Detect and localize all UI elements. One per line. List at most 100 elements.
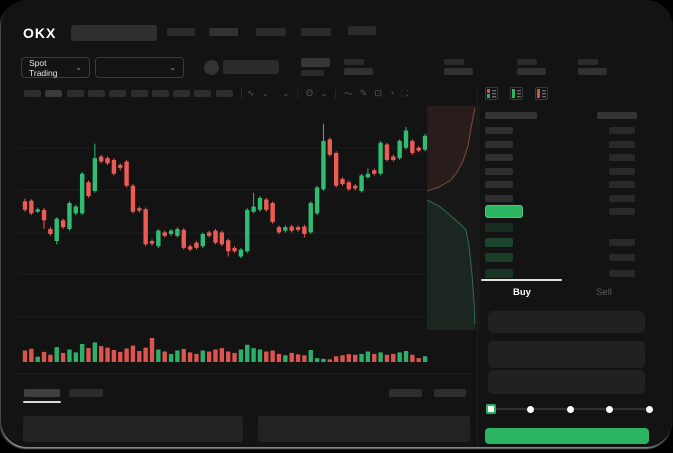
orderbook-price-column-header bbox=[485, 112, 537, 119]
bottom-tab-active-placeholder[interactable] bbox=[24, 389, 60, 397]
ask-amount-placeholder bbox=[609, 194, 635, 202]
orderbook-ask-row[interactable] bbox=[481, 178, 661, 192]
interval-button-placeholder[interactable] bbox=[109, 90, 126, 97]
search-input[interactable] bbox=[71, 25, 157, 41]
book-both-icon[interactable] bbox=[485, 87, 498, 100]
orderbook-last-price-bar bbox=[485, 205, 523, 218]
ask-price-placeholder bbox=[485, 181, 513, 188]
book-asks-icon[interactable] bbox=[535, 87, 548, 100]
orderbook-amount-column-header bbox=[597, 112, 637, 119]
price-change-placeholder bbox=[301, 70, 324, 76]
ask-amount-placeholder bbox=[609, 127, 635, 134]
orderbook-bid-row[interactable] bbox=[481, 267, 661, 282]
slider-stop[interactable] bbox=[566, 405, 574, 413]
amount-field[interactable] bbox=[488, 341, 645, 368]
depth-chart-svg bbox=[427, 106, 476, 330]
open-orders-panel-placeholder bbox=[23, 416, 243, 442]
pair-dropdown[interactable]: ⌄ bbox=[95, 57, 184, 78]
history-icon[interactable]: ◔ bbox=[389, 88, 395, 98]
slider-handle[interactable] bbox=[486, 404, 496, 414]
order-history-panel-placeholder bbox=[258, 416, 470, 442]
nav-item-placeholder[interactable] bbox=[256, 28, 286, 36]
style-chevron-icon[interactable]: ⌄ bbox=[320, 87, 328, 98]
ticker-stat-value-placeholder bbox=[344, 68, 373, 75]
ticker-stat-label-placeholder bbox=[578, 59, 598, 65]
bottom-tab-underline bbox=[23, 401, 61, 403]
ask-price-placeholder bbox=[485, 194, 513, 202]
interval-button-placeholder[interactable] bbox=[216, 90, 233, 97]
interval-button-placeholder[interactable] bbox=[194, 90, 211, 97]
depth-bid-curve bbox=[427, 199, 476, 325]
nav-item-placeholder[interactable] bbox=[209, 28, 238, 36]
ticker-stat-label-placeholder bbox=[517, 59, 537, 65]
orderbook-ask-row[interactable] bbox=[481, 165, 661, 179]
bottom-action-placeholder[interactable] bbox=[434, 389, 466, 397]
indicators-chevron-icon[interactable]: ⌄ bbox=[261, 87, 270, 98]
market-depth-strip[interactable] bbox=[427, 106, 480, 330]
ticker-stat-value-placeholder bbox=[578, 68, 607, 75]
ticker-stat-label-placeholder bbox=[344, 59, 364, 65]
bottom-action-placeholder[interactable] bbox=[389, 389, 422, 397]
interval-button-placeholder[interactable] bbox=[131, 90, 148, 97]
slider-stop[interactable] bbox=[645, 405, 653, 413]
divider: | bbox=[296, 88, 299, 98]
bottom-tab-placeholder[interactable] bbox=[69, 389, 103, 397]
interval-button-placeholder[interactable] bbox=[67, 90, 84, 97]
interval-button-placeholder[interactable] bbox=[24, 90, 41, 97]
orderbook-bids bbox=[481, 221, 661, 282]
slider-stop[interactable] bbox=[606, 405, 613, 413]
orderbook-bid-row[interactable] bbox=[481, 236, 661, 251]
compare-chevron-icon[interactable]: ⌄ bbox=[282, 87, 290, 98]
book-bids-icon[interactable] bbox=[510, 87, 523, 100]
divider bbox=[241, 89, 242, 99]
bid-amount-placeholder bbox=[609, 254, 635, 262]
orderbook-asks bbox=[481, 124, 661, 205]
nav-item-placeholder[interactable] bbox=[301, 28, 331, 36]
price-field[interactable] bbox=[488, 311, 645, 333]
active-tab-indicator bbox=[481, 279, 562, 281]
interval-button-placeholder[interactable] bbox=[173, 90, 190, 97]
nav-item-placeholder[interactable] bbox=[167, 28, 195, 36]
depth-ask-area bbox=[427, 106, 475, 191]
ask-price-placeholder bbox=[485, 140, 513, 148]
ticker-stat-label-placeholder bbox=[444, 59, 464, 65]
orderbook-ask-row[interactable] bbox=[481, 138, 661, 152]
orderbook-ask-row[interactable] bbox=[481, 124, 661, 138]
ask-price-placeholder bbox=[485, 167, 513, 175]
indicators-icon[interactable]: ∿ bbox=[247, 87, 255, 98]
interval-button-placeholder[interactable] bbox=[45, 90, 62, 97]
market-type-dropdown[interactable]: Spot Trading ⌄ bbox=[21, 57, 90, 78]
buy-submit-button[interactable] bbox=[485, 428, 649, 444]
ask-amount-placeholder bbox=[609, 181, 635, 188]
ask-amount-placeholder bbox=[609, 167, 635, 175]
section-divider bbox=[17, 373, 471, 374]
line-tool-icon[interactable]: 〜 bbox=[343, 88, 353, 99]
orderbook-ask-row[interactable] bbox=[481, 192, 661, 206]
total-field[interactable] bbox=[488, 370, 645, 394]
orderbook-ask-row[interactable] bbox=[481, 151, 661, 165]
nav-item-placeholder[interactable] bbox=[348, 26, 376, 35]
fullscreen-icon[interactable]: ⛶ bbox=[401, 87, 408, 98]
orderbook-amount-placeholder bbox=[609, 208, 635, 215]
tab-buy[interactable]: Buy bbox=[513, 286, 531, 298]
draw-tool-icon[interactable]: ✎ bbox=[359, 87, 368, 98]
tab-sell[interactable]: Sell bbox=[596, 286, 612, 298]
candlestick-chart[interactable] bbox=[17, 104, 431, 370]
divider: | bbox=[334, 88, 337, 98]
candle-style-icon[interactable]: ʘ bbox=[305, 88, 313, 98]
ask-amount-placeholder bbox=[609, 140, 635, 148]
orderbook-bid-row[interactable] bbox=[481, 251, 661, 266]
screenshot-icon[interactable]: ⊡ bbox=[374, 87, 382, 98]
slider-stop[interactable] bbox=[527, 405, 534, 413]
bid-price-placeholder bbox=[485, 223, 513, 232]
interval-button-placeholder[interactable] bbox=[88, 90, 105, 97]
okx-logo[interactable]: OKX bbox=[23, 25, 57, 41]
chart-toolbar-tools: ∿ ⌄ ⌄ | ʘ ⌄ | 〜 ✎ ⊡ ◔ ⛶ bbox=[247, 86, 408, 100]
coin-avatar bbox=[204, 60, 219, 75]
interval-button-placeholder[interactable] bbox=[152, 90, 169, 97]
ticker-stat-value-placeholder bbox=[517, 68, 546, 75]
pair-name-placeholder bbox=[223, 60, 279, 74]
orderbook-bid-row[interactable] bbox=[481, 221, 661, 236]
